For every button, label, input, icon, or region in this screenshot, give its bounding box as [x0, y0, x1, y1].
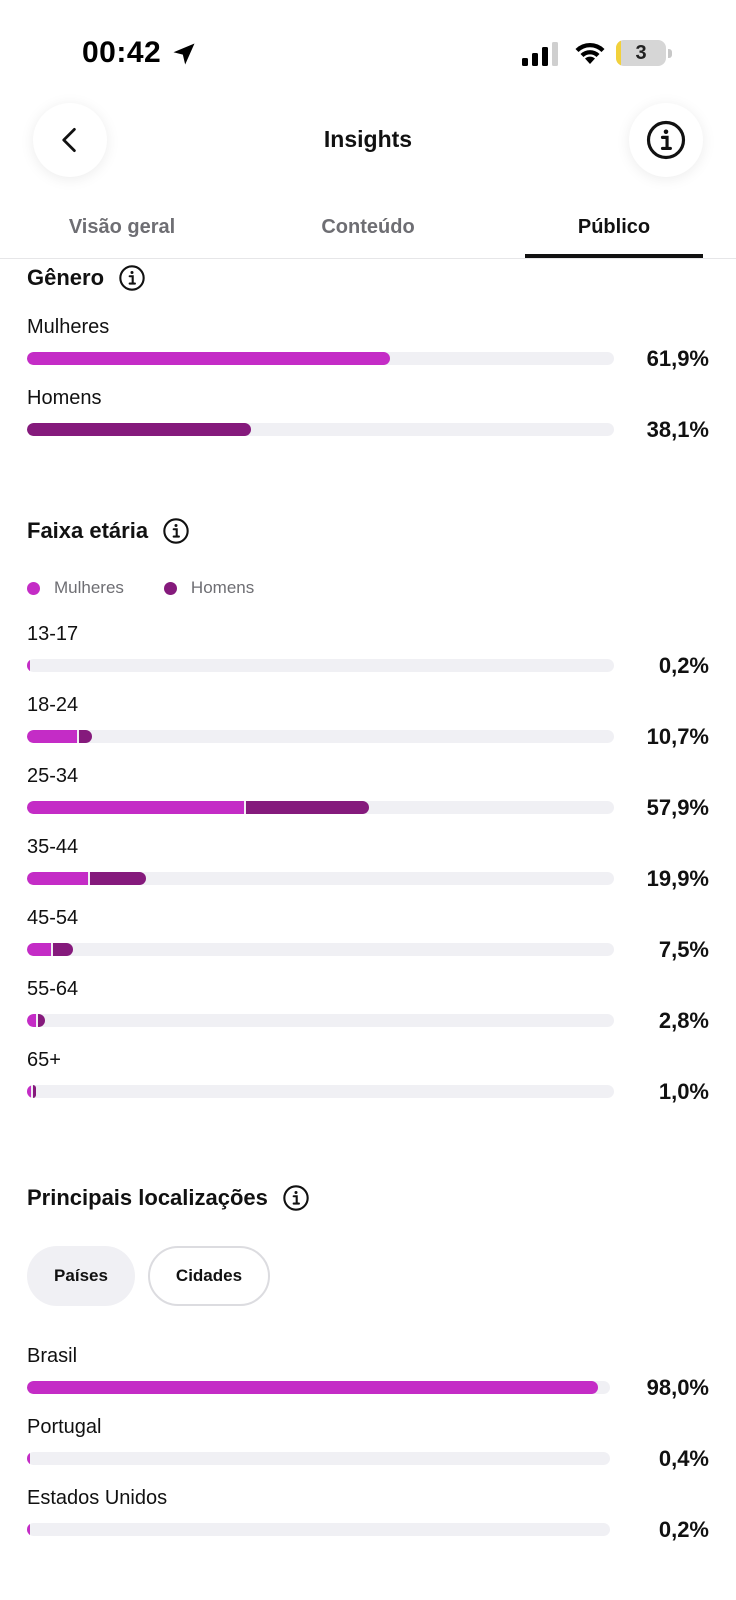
- locations-section-title: Principais localizações: [27, 1184, 310, 1212]
- tab-bar: Visão geral Conteúdo Público: [0, 200, 736, 259]
- gender-bar-fill-women: [27, 352, 391, 365]
- gender-section-title: Gênero: [27, 264, 146, 292]
- location-bar-fill: [27, 1381, 599, 1394]
- age-label: 65+: [27, 1049, 61, 1071]
- age-label: 18-24: [27, 694, 79, 716]
- age-bar-track: [27, 1085, 614, 1098]
- page-title: Insights: [323, 126, 413, 152]
- location-arrow-icon: [173, 43, 195, 65]
- age-bar-women: [27, 659, 30, 672]
- age-label: 45-54: [27, 907, 79, 929]
- gender-bar-men: [27, 423, 614, 436]
- location-value: 98,0%: [646, 1375, 709, 1400]
- age-bar-women: [27, 1085, 31, 1098]
- wifi-icon: [575, 42, 605, 64]
- location-value: 0,4%: [658, 1446, 709, 1471]
- gender-info-icon[interactable]: [118, 264, 146, 292]
- age-label: 13-17: [27, 623, 79, 645]
- age-value: 1,0%: [658, 1079, 709, 1104]
- age-info-icon[interactable]: [162, 517, 190, 545]
- gender-value-men: 38,1%: [646, 417, 709, 442]
- info-button[interactable]: [629, 103, 703, 177]
- tab-audience[interactable]: Público: [577, 216, 651, 238]
- age-title-text: Faixa etária: [27, 518, 149, 543]
- locations-title-text: Principais localizações: [27, 1185, 268, 1210]
- locations-info-icon[interactable]: [282, 1184, 310, 1212]
- legend-dot-men: [163, 581, 177, 595]
- location-label: Portugal: [27, 1416, 102, 1438]
- age-value: 57,9%: [646, 795, 709, 820]
- age-value: 2,8%: [658, 1008, 709, 1033]
- gender-label-men: Homens: [27, 387, 102, 409]
- location-bar-track: [27, 1381, 610, 1394]
- location-label: Brasil: [27, 1345, 78, 1367]
- legend-item-men: Homens: [163, 578, 255, 598]
- gender-bar-fill-men: [27, 423, 251, 436]
- status-time: 00:42: [82, 36, 162, 69]
- gender-title-text: Gênero: [27, 265, 105, 290]
- filter-cities-chip[interactable]: Cidades: [148, 1246, 270, 1306]
- age-bar-track: [27, 730, 614, 743]
- age-bar-track: [27, 943, 614, 956]
- location-bar-track: [27, 1523, 610, 1536]
- age-bar-track: [27, 872, 614, 885]
- age-bar-women: [27, 1014, 37, 1027]
- age-section-title: Faixa etária: [27, 517, 190, 545]
- age-value: 7,5%: [658, 937, 709, 962]
- age-value: 0,2%: [658, 653, 709, 678]
- age-bar-track: [27, 1014, 614, 1027]
- age-label: 55-64: [27, 978, 79, 1000]
- battery-level-text: 3: [635, 42, 647, 64]
- status-bar: 00:42 3: [0, 0, 736, 100]
- age-bar-women: [27, 872, 89, 885]
- age-bar-men: [79, 730, 92, 743]
- gender-bar-women: [27, 352, 614, 365]
- age-bar-men: [90, 872, 146, 885]
- gender-label-women: Mulheres: [27, 316, 110, 338]
- age-value: 19,9%: [646, 866, 709, 891]
- battery-indicator: 3: [616, 40, 672, 68]
- age-legend: Mulheres Homens: [27, 578, 294, 598]
- legend-label-women: Mulheres: [54, 578, 124, 597]
- gender-value-women: 61,9%: [646, 346, 709, 371]
- legend-item-women: Mulheres: [27, 578, 124, 598]
- tab-content[interactable]: Conteúdo: [321, 216, 415, 238]
- filter-countries-chip[interactable]: Países: [27, 1246, 135, 1306]
- age-bar-women: [27, 730, 78, 743]
- age-bar-men: [38, 1014, 46, 1027]
- chevron-left-icon: [62, 128, 76, 152]
- age-label: 35-44: [27, 836, 79, 858]
- age-bar-men: [53, 943, 74, 956]
- age-bar-men: [32, 1085, 36, 1098]
- info-icon: [646, 120, 686, 160]
- age-value: 10,7%: [646, 724, 709, 749]
- age-label: 25-34: [27, 765, 79, 787]
- legend-dot-women: [27, 581, 40, 595]
- age-bar-men: [246, 801, 369, 814]
- age-bar-track: [27, 659, 614, 672]
- location-bar-fill: [27, 1523, 30, 1536]
- legend-label-men: Homens: [190, 578, 255, 597]
- active-tab-indicator: [525, 254, 703, 258]
- location-value: 0,2%: [658, 1517, 709, 1542]
- age-bar-women: [27, 801, 245, 814]
- age-bar-track: [27, 801, 614, 814]
- location-label: Estados Unidos: [27, 1487, 168, 1509]
- back-button[interactable]: [33, 103, 107, 177]
- age-bar-women: [27, 943, 52, 956]
- cellular-signal-icon: [522, 42, 558, 66]
- tab-overview[interactable]: Visão geral: [68, 216, 176, 238]
- location-bar-track: [27, 1452, 610, 1465]
- battery-fill: [616, 40, 621, 66]
- location-bar-fill: [27, 1452, 30, 1465]
